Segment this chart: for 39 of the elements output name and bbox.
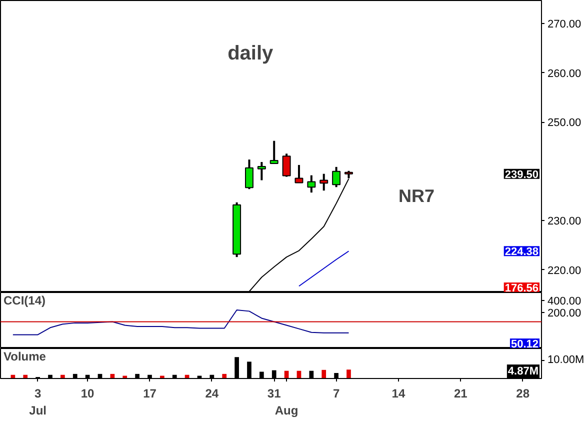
annotation: 176.56 [504,282,539,294]
chart-title: Volume [4,350,46,364]
x-tick-label: 3 Jul [29,386,46,418]
annotation: 50.12 [510,338,539,350]
bar [322,370,326,378]
candlestick [282,152,291,178]
chart-title: CCI(14) [4,294,46,308]
candlestick [245,158,254,190]
text: daily [228,42,274,65]
y-tick-label: 270.00 [548,18,582,31]
line-series [298,250,350,287]
y-tick-label: 200.00 [548,307,582,320]
bar [346,370,351,378]
y-tick-label: 10.00M [548,354,584,366]
x-tick-label: 10 [80,386,95,400]
bar [222,374,227,378]
x-tick-label: 31 [267,386,282,400]
candlestick [332,166,341,188]
annotation: 224.38 [504,246,539,258]
candlestick [320,172,328,192]
candlestick [307,174,316,194]
y-tick-label: 250.00 [548,117,582,130]
x-tick-label: Aug [274,403,298,418]
x-tick-label: 17 [143,386,157,400]
annotation: NR7 [398,186,434,206]
annotation: 239.50 [504,168,539,181]
y-tick-label: 400.00 [548,296,582,308]
y-tick-label: 220.00 [548,264,582,277]
y-tick-label: 230.00 [548,216,582,228]
annotation: 4.87M [508,366,539,378]
x-tick-label: 28 [516,386,530,400]
candlestick [270,140,278,164]
x-tick-label: 24 [205,386,219,400]
candlestick [257,161,266,182]
line-series [12,310,350,336]
x-tick-label: 7 [332,386,340,400]
x-tick-label: 14 [392,386,406,400]
x-tick-label: 21 [454,386,468,400]
y-tick-label: 260.00 [548,68,582,80]
